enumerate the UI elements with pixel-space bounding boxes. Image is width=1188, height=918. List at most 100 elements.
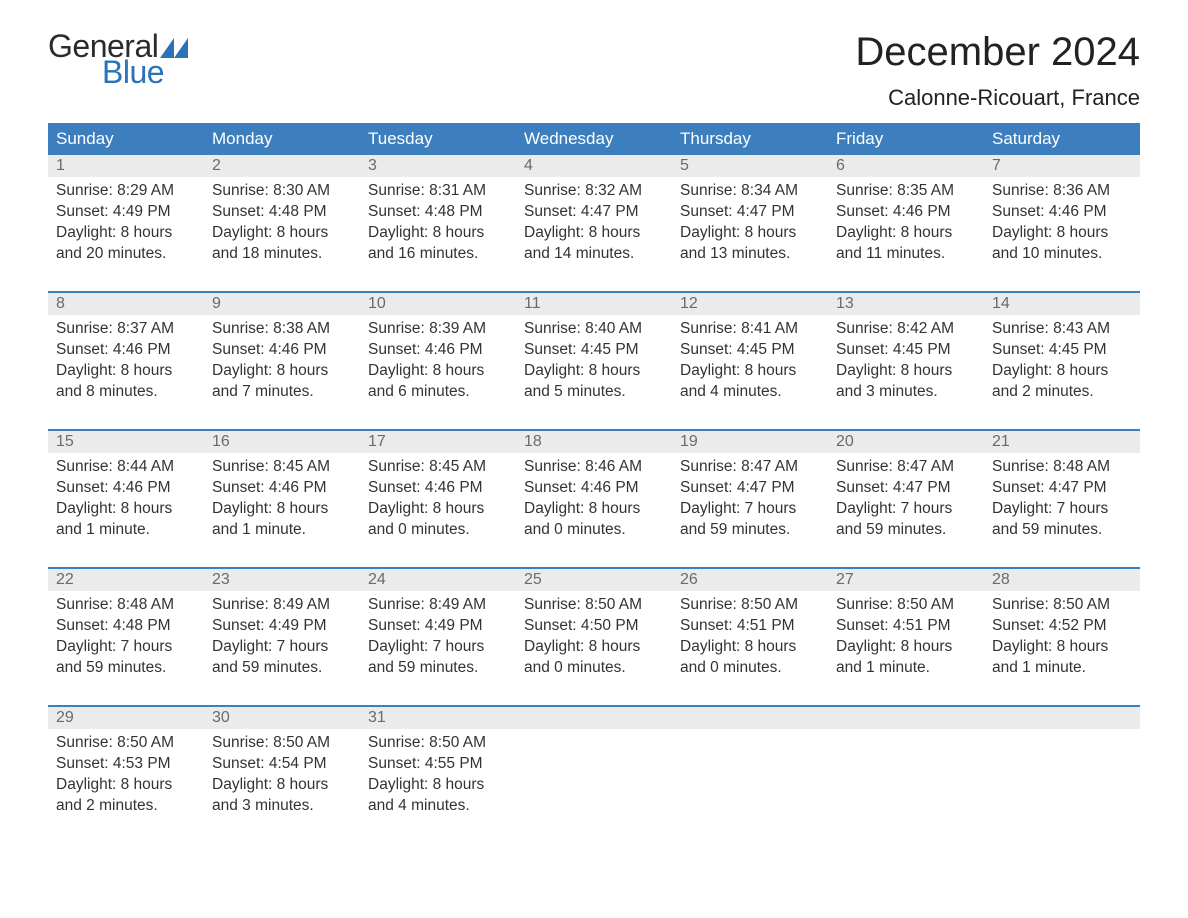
day-number-row: 1234567 bbox=[48, 155, 1140, 177]
day-number: 7 bbox=[984, 155, 1140, 177]
daylight-line1: Daylight: 8 hours bbox=[368, 499, 508, 520]
sunset-text: Sunset: 4:54 PM bbox=[212, 754, 352, 775]
daylight-line2: and 0 minutes. bbox=[368, 520, 508, 541]
sunset-text: Sunset: 4:47 PM bbox=[680, 202, 820, 223]
sunset-text: Sunset: 4:47 PM bbox=[992, 478, 1132, 499]
calendar-cell: Sunrise: 8:46 AMSunset: 4:46 PMDaylight:… bbox=[516, 453, 672, 549]
sunset-text: Sunset: 4:47 PM bbox=[524, 202, 664, 223]
sunset-text: Sunset: 4:45 PM bbox=[680, 340, 820, 361]
daylight-line1: Daylight: 8 hours bbox=[992, 361, 1132, 382]
weekday-header: Saturday bbox=[984, 123, 1140, 155]
sunrise-text: Sunrise: 8:50 AM bbox=[992, 595, 1132, 616]
day-number: 31 bbox=[360, 707, 516, 729]
sunrise-text: Sunrise: 8:35 AM bbox=[836, 181, 976, 202]
daylight-line1: Daylight: 8 hours bbox=[992, 223, 1132, 244]
daylight-line1: Daylight: 8 hours bbox=[368, 775, 508, 796]
calendar-cell: Sunrise: 8:30 AMSunset: 4:48 PMDaylight:… bbox=[204, 177, 360, 273]
calendar-cell: Sunrise: 8:50 AMSunset: 4:51 PMDaylight:… bbox=[672, 591, 828, 687]
calendar-cell: Sunrise: 8:39 AMSunset: 4:46 PMDaylight:… bbox=[360, 315, 516, 411]
sunrise-text: Sunrise: 8:50 AM bbox=[368, 733, 508, 754]
calendar-cell bbox=[984, 729, 1140, 825]
sunset-text: Sunset: 4:46 PM bbox=[992, 202, 1132, 223]
daylight-line1: Daylight: 8 hours bbox=[212, 361, 352, 382]
sunrise-text: Sunrise: 8:47 AM bbox=[836, 457, 976, 478]
day-number: 1 bbox=[48, 155, 204, 177]
daylight-line1: Daylight: 7 hours bbox=[56, 637, 196, 658]
day-number: 5 bbox=[672, 155, 828, 177]
weekday-header: Monday bbox=[204, 123, 360, 155]
calendar-cell: Sunrise: 8:37 AMSunset: 4:46 PMDaylight:… bbox=[48, 315, 204, 411]
daylight-line2: and 0 minutes. bbox=[680, 658, 820, 679]
day-number-row: 15161718192021 bbox=[48, 431, 1140, 453]
daylight-line1: Daylight: 8 hours bbox=[212, 499, 352, 520]
day-number: 3 bbox=[360, 155, 516, 177]
daylight-line2: and 18 minutes. bbox=[212, 244, 352, 265]
sunset-text: Sunset: 4:51 PM bbox=[680, 616, 820, 637]
flag-icon bbox=[160, 38, 188, 58]
daylight-line2: and 59 minutes. bbox=[212, 658, 352, 679]
sunrise-text: Sunrise: 8:42 AM bbox=[836, 319, 976, 340]
day-number: 14 bbox=[984, 293, 1140, 315]
sunset-text: Sunset: 4:46 PM bbox=[836, 202, 976, 223]
calendar-cell: Sunrise: 8:32 AMSunset: 4:47 PMDaylight:… bbox=[516, 177, 672, 273]
daylight-line1: Daylight: 8 hours bbox=[368, 361, 508, 382]
sunset-text: Sunset: 4:48 PM bbox=[56, 616, 196, 637]
daylight-line2: and 59 minutes. bbox=[992, 520, 1132, 541]
weekday-header-row: Sunday Monday Tuesday Wednesday Thursday… bbox=[48, 123, 1140, 155]
weekday-header: Sunday bbox=[48, 123, 204, 155]
day-number: 2 bbox=[204, 155, 360, 177]
day-number: 17 bbox=[360, 431, 516, 453]
daylight-line2: and 7 minutes. bbox=[212, 382, 352, 403]
sunset-text: Sunset: 4:55 PM bbox=[368, 754, 508, 775]
day-number: 24 bbox=[360, 569, 516, 591]
day-number: 13 bbox=[828, 293, 984, 315]
day-number: 25 bbox=[516, 569, 672, 591]
sunset-text: Sunset: 4:46 PM bbox=[212, 478, 352, 499]
daylight-line1: Daylight: 8 hours bbox=[680, 637, 820, 658]
day-number: 26 bbox=[672, 569, 828, 591]
day-number bbox=[828, 707, 984, 729]
sunrise-text: Sunrise: 8:45 AM bbox=[212, 457, 352, 478]
sunset-text: Sunset: 4:46 PM bbox=[212, 340, 352, 361]
calendar-cell: Sunrise: 8:48 AMSunset: 4:47 PMDaylight:… bbox=[984, 453, 1140, 549]
sunrise-text: Sunrise: 8:39 AM bbox=[368, 319, 508, 340]
calendar-cell: Sunrise: 8:50 AMSunset: 4:54 PMDaylight:… bbox=[204, 729, 360, 825]
calendar-cell: Sunrise: 8:47 AMSunset: 4:47 PMDaylight:… bbox=[672, 453, 828, 549]
daylight-line1: Daylight: 7 hours bbox=[212, 637, 352, 658]
calendar-cell: Sunrise: 8:49 AMSunset: 4:49 PMDaylight:… bbox=[360, 591, 516, 687]
sunrise-text: Sunrise: 8:43 AM bbox=[992, 319, 1132, 340]
daylight-line1: Daylight: 7 hours bbox=[836, 499, 976, 520]
calendar-cell: Sunrise: 8:31 AMSunset: 4:48 PMDaylight:… bbox=[360, 177, 516, 273]
calendar-cell: Sunrise: 8:43 AMSunset: 4:45 PMDaylight:… bbox=[984, 315, 1140, 411]
day-number: 19 bbox=[672, 431, 828, 453]
sunrise-text: Sunrise: 8:36 AM bbox=[992, 181, 1132, 202]
day-number: 20 bbox=[828, 431, 984, 453]
sunrise-text: Sunrise: 8:48 AM bbox=[56, 595, 196, 616]
sunrise-text: Sunrise: 8:29 AM bbox=[56, 181, 196, 202]
calendar-cell: Sunrise: 8:29 AMSunset: 4:49 PMDaylight:… bbox=[48, 177, 204, 273]
day-number-row: 891011121314 bbox=[48, 293, 1140, 315]
brand-word-2: Blue bbox=[102, 56, 164, 88]
daylight-line2: and 14 minutes. bbox=[524, 244, 664, 265]
sunrise-text: Sunrise: 8:37 AM bbox=[56, 319, 196, 340]
daylight-line2: and 4 minutes. bbox=[680, 382, 820, 403]
sunrise-text: Sunrise: 8:40 AM bbox=[524, 319, 664, 340]
daylight-line1: Daylight: 8 hours bbox=[524, 499, 664, 520]
sunset-text: Sunset: 4:49 PM bbox=[56, 202, 196, 223]
sunset-text: Sunset: 4:49 PM bbox=[212, 616, 352, 637]
day-number: 18 bbox=[516, 431, 672, 453]
sunrise-text: Sunrise: 8:46 AM bbox=[524, 457, 664, 478]
sunset-text: Sunset: 4:49 PM bbox=[368, 616, 508, 637]
weekday-header: Thursday bbox=[672, 123, 828, 155]
day-number: 22 bbox=[48, 569, 204, 591]
header: General Blue December 2024 Calonne-Ricou… bbox=[48, 30, 1140, 111]
day-number: 21 bbox=[984, 431, 1140, 453]
calendar: Sunday Monday Tuesday Wednesday Thursday… bbox=[48, 123, 1140, 825]
sunrise-text: Sunrise: 8:49 AM bbox=[368, 595, 508, 616]
sunrise-text: Sunrise: 8:48 AM bbox=[992, 457, 1132, 478]
daylight-line1: Daylight: 8 hours bbox=[212, 775, 352, 796]
weekday-header: Friday bbox=[828, 123, 984, 155]
sunset-text: Sunset: 4:45 PM bbox=[992, 340, 1132, 361]
daylight-line2: and 20 minutes. bbox=[56, 244, 196, 265]
sunrise-text: Sunrise: 8:45 AM bbox=[368, 457, 508, 478]
